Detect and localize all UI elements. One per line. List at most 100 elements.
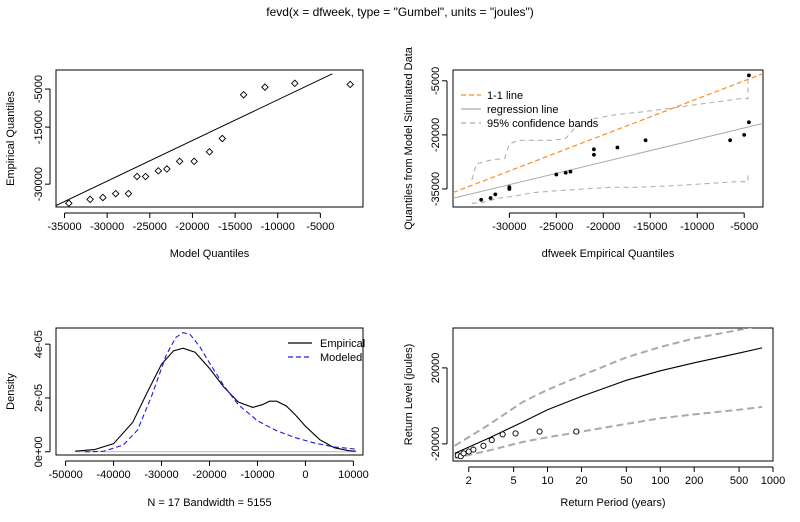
one-to-one-line: [453, 73, 763, 194]
ci-upper: [454, 328, 754, 447]
legend-label: 1-1 line: [487, 90, 523, 102]
x-tick-label: -10000: [261, 221, 295, 233]
data-point: [747, 73, 751, 78]
x-tick-label: -30000: [90, 221, 124, 233]
y-tick-label: 4e-05: [33, 330, 45, 358]
data-point: [499, 431, 506, 438]
data-point: [554, 172, 559, 177]
x-tick-label: -50000: [48, 469, 82, 481]
data-point: [205, 147, 214, 156]
data-point: [218, 134, 227, 143]
plot-frame: [55, 69, 364, 208]
x-axis-label: dfweek Empirical Quantiles: [542, 248, 675, 260]
x-tick-label: 50: [620, 475, 632, 487]
x-tick-label: 5: [511, 475, 517, 487]
data-point: [190, 157, 198, 166]
qq1-plot-area: [56, 73, 333, 206]
series-modeled: [84, 332, 356, 453]
data-point: [290, 79, 299, 88]
data-point: [154, 167, 163, 175]
panel-qq2: -30000 -25000 -20000 -15000 -10000 -5000 -5000…: [403, 46, 764, 260]
y-tick-label: 20000: [430, 353, 442, 384]
y-axis-label: Density: [5, 373, 17, 410]
data-point: [460, 450, 467, 457]
x-tick-label: -35000: [47, 221, 81, 233]
data-point: [568, 169, 573, 174]
data-point: [493, 192, 498, 197]
data-point: [124, 189, 133, 198]
legend-label: Modeled: [320, 352, 362, 364]
x-tick-label: -25000: [133, 221, 167, 233]
x-tick-label: 2: [466, 475, 472, 487]
data-point: [346, 80, 355, 89]
data-point: [573, 428, 580, 435]
x-tick-label: -5000: [306, 221, 334, 233]
x-tick-label: 200: [685, 475, 703, 487]
legend-label: regression line: [487, 104, 559, 116]
data-point: [592, 152, 596, 157]
confidence-band-upper: [471, 79, 749, 181]
y-tick-label: -5000: [33, 75, 45, 103]
x-tick-label: -15000: [218, 221, 252, 233]
data-point: [261, 83, 269, 91]
panel-density: -50000 -40000 -30000 -20000 -10000 0 10000 0e+0…: [5, 327, 369, 509]
data-point: [133, 172, 141, 181]
x-tick-label: -40000: [96, 469, 130, 481]
legend: Empirical Modeled: [288, 338, 365, 364]
x-tick-label: 1000: [761, 475, 785, 487]
plot-frame: [55, 327, 364, 456]
data-point: [643, 138, 648, 143]
panel-return: 2 5 10 20 50 100 200 500 1000 20000 -20000 Return P…: [403, 327, 785, 509]
y-tick-label: -30000: [33, 167, 45, 201]
panel-qq1: -35000 -30000 -25000 -20000 -15000 -10000 -500…: [5, 69, 364, 260]
data-point: [728, 138, 733, 143]
x-axis-label: N = 17 Bandwidth = 5155: [147, 497, 271, 509]
x-tick-label: -20000: [586, 221, 620, 233]
x-tick-label: -25000: [539, 221, 573, 233]
y-tick-label: -20000: [430, 118, 442, 152]
data-point: [563, 170, 568, 175]
fit-line: [56, 73, 333, 206]
data-point: [141, 172, 150, 181]
data-point: [747, 120, 751, 125]
plot-frame: [452, 69, 764, 208]
data-point: [239, 90, 248, 99]
y-tick-label: -5000: [430, 67, 442, 95]
qq2-plot-area: [453, 73, 763, 204]
data-point: [99, 193, 107, 202]
x-tick-label: -5000: [730, 221, 758, 233]
x-tick-label: 0: [302, 469, 308, 481]
figure-title: fevd(x = dfweek, type = "Gumbel", units …: [266, 5, 534, 19]
data-point: [64, 199, 73, 208]
data-point: [512, 430, 519, 437]
plot-frame: [452, 327, 774, 462]
x-tick-label: 500: [730, 475, 748, 487]
data-point: [479, 197, 484, 202]
data-point: [507, 187, 512, 191]
density-plot-area: [75, 332, 356, 453]
data-point: [615, 145, 620, 150]
series-empirical: [75, 347, 356, 452]
data-point: [175, 157, 184, 166]
x-tick-label: -10000: [240, 469, 274, 481]
data-point: [488, 437, 495, 444]
y-axis-label: Quantiles from Model Simulated Data: [403, 46, 415, 230]
y-tick-label: 0e+00: [33, 436, 45, 467]
y-tick-label: -35000: [430, 172, 442, 206]
x-tick-label: -20000: [192, 469, 226, 481]
x-axis-label: Model Quantiles: [170, 248, 250, 260]
y-tick-label: -15000: [33, 110, 45, 144]
regression-line: [453, 122, 763, 199]
x-tick-label: 20: [575, 475, 587, 487]
data-point: [592, 147, 596, 152]
y-tick-label: -20000: [430, 427, 442, 461]
legend: 1-1 line regression line 95% confidence ba…: [461, 90, 599, 130]
return-plot-area: [454, 328, 763, 460]
x-tick-label: 100: [651, 475, 669, 487]
y-tick-label: 2e-05: [33, 384, 45, 412]
x-tick-label: -15000: [633, 221, 667, 233]
confidence-band-lower: [471, 172, 749, 204]
data-point: [86, 195, 94, 204]
data-point: [111, 189, 120, 198]
